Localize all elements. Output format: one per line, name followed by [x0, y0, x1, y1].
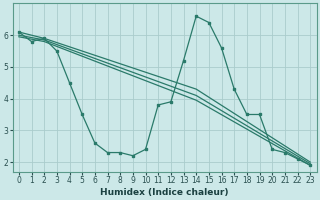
X-axis label: Humidex (Indice chaleur): Humidex (Indice chaleur)	[100, 188, 229, 197]
